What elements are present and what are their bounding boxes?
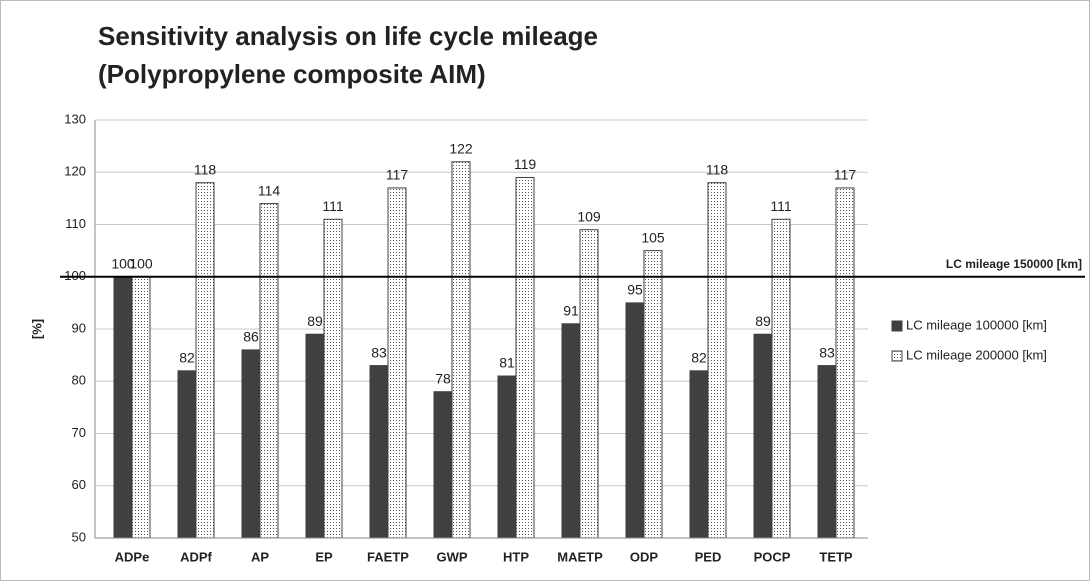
data-label: 83 [819, 344, 835, 360]
bar [689, 370, 709, 539]
y-tick-label: 90 [72, 320, 86, 335]
x-tick-label: POCP [754, 549, 791, 564]
legend-swatch [891, 320, 903, 332]
legend-label: LC mileage 200000 [km] [906, 347, 1047, 362]
data-label: 111 [322, 198, 343, 214]
x-tick-label: ADPe [115, 549, 150, 564]
data-label: 91 [563, 302, 579, 318]
y-tick-label: 100 [64, 268, 86, 283]
data-label: 100 [111, 255, 135, 271]
bar [561, 323, 581, 539]
bar [131, 276, 151, 539]
y-tick-label: 110 [65, 216, 86, 231]
chart-title: (Polypropylene composite AIM) [98, 59, 486, 89]
data-label: 117 [386, 167, 409, 183]
bar [177, 370, 197, 539]
y-tick-label: 50 [72, 529, 86, 544]
data-label: 82 [691, 350, 707, 366]
legend-label: LC mileage 100000 [km] [906, 317, 1047, 332]
bar [835, 187, 855, 539]
bar [433, 391, 453, 539]
bar [305, 333, 325, 539]
x-tick-label: ODP [630, 549, 659, 564]
x-tick-label: HTP [503, 549, 529, 564]
bar [817, 365, 837, 539]
data-label: 83 [371, 344, 387, 360]
y-tick-label: 70 [72, 425, 86, 440]
data-label: 89 [307, 313, 323, 329]
bar [753, 333, 773, 539]
bar [451, 161, 471, 539]
bar [369, 365, 389, 539]
data-label: 114 [258, 182, 281, 198]
bar [707, 182, 727, 539]
x-tick-label: GWP [436, 549, 467, 564]
x-tick-label: EP [315, 549, 333, 564]
bar [771, 218, 791, 539]
data-label: 117 [834, 167, 857, 183]
x-tick-label: TETP [819, 549, 853, 564]
y-tick-label: 80 [72, 373, 86, 388]
x-tick-label: MAETP [557, 549, 603, 564]
y-axis-label: [%] [29, 319, 44, 339]
bar [113, 276, 133, 539]
y-tick-label: 60 [72, 477, 86, 492]
legend-swatch [891, 350, 903, 362]
x-tick-label: PED [695, 549, 722, 564]
data-label: 109 [577, 208, 601, 224]
data-label: 81 [499, 355, 515, 371]
data-label: 119 [514, 156, 537, 172]
x-tick-label: FAETP [367, 549, 409, 564]
x-tick-label: AP [251, 549, 269, 564]
bar [497, 375, 517, 539]
chart-title: Sensitivity analysis on life cycle milea… [98, 21, 598, 51]
x-tick-label: ADPf [180, 549, 212, 564]
data-label: 82 [179, 350, 195, 366]
bar [323, 218, 343, 539]
data-label: 111 [770, 198, 791, 214]
data-label: 86 [243, 329, 259, 345]
data-label: 105 [641, 229, 665, 245]
bar [387, 187, 407, 539]
data-label: 89 [755, 313, 771, 329]
bar [241, 349, 261, 539]
bar [625, 302, 645, 539]
y-tick-label: 130 [64, 111, 86, 126]
data-label: 118 [194, 161, 217, 177]
y-tick-label: 120 [64, 164, 86, 179]
data-label: 122 [449, 141, 473, 157]
reference-label: LC mileage 150000 [km] [946, 257, 1082, 271]
bar [195, 182, 215, 539]
bar [259, 203, 279, 539]
data-label: 100 [129, 255, 153, 271]
bar [515, 176, 535, 539]
data-label: 78 [435, 370, 451, 386]
data-label: 95 [627, 282, 643, 298]
data-label: 118 [706, 161, 729, 177]
bar [643, 250, 663, 539]
